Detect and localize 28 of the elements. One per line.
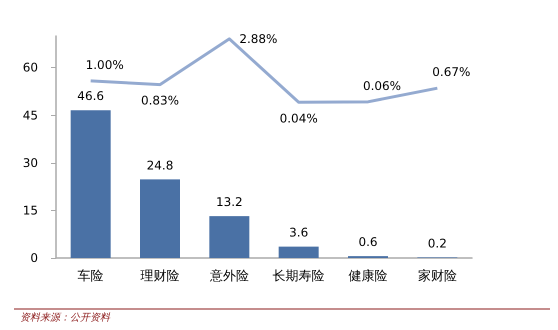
y-tick-label: 60 [22, 60, 38, 75]
y-tick-label: 0 [30, 251, 38, 265]
data-label: 0.06% [362, 78, 402, 93]
data-label: 24.8 [146, 158, 174, 172]
data-label: 46.6 [77, 89, 104, 104]
data-label: 3.6 [289, 226, 308, 240]
data-label: 13.2 [216, 195, 243, 210]
y-tick-label: 30 [22, 156, 38, 170]
data-label: 0.83% [140, 94, 180, 108]
data-label: 2.88% [239, 32, 278, 46]
data-label: 0.2 [428, 236, 447, 250]
data-label: 0.04% [280, 111, 318, 126]
data-label: 0.67% [432, 65, 470, 80]
y-tick-label: 15 [22, 203, 38, 218]
x-tick-label: 意外险 [208, 269, 249, 284]
data-label: 1.00% [86, 58, 124, 72]
data-label: 0.6 [358, 235, 378, 250]
text: 资料来源：公开资料 [20, 312, 111, 324]
bar [70, 110, 111, 258]
x-tick-label: 车险 [78, 269, 104, 284]
bar [140, 179, 180, 258]
x-tick-label: 长期寿险 [272, 269, 325, 284]
x-tick-label: 家财险 [418, 268, 457, 284]
bar [209, 216, 250, 258]
x-tick-label: 理财险 [140, 269, 180, 284]
x-tick-label: 健康险 [348, 269, 388, 284]
y-tick-label: 45 [22, 108, 38, 122]
bar [278, 246, 319, 258]
